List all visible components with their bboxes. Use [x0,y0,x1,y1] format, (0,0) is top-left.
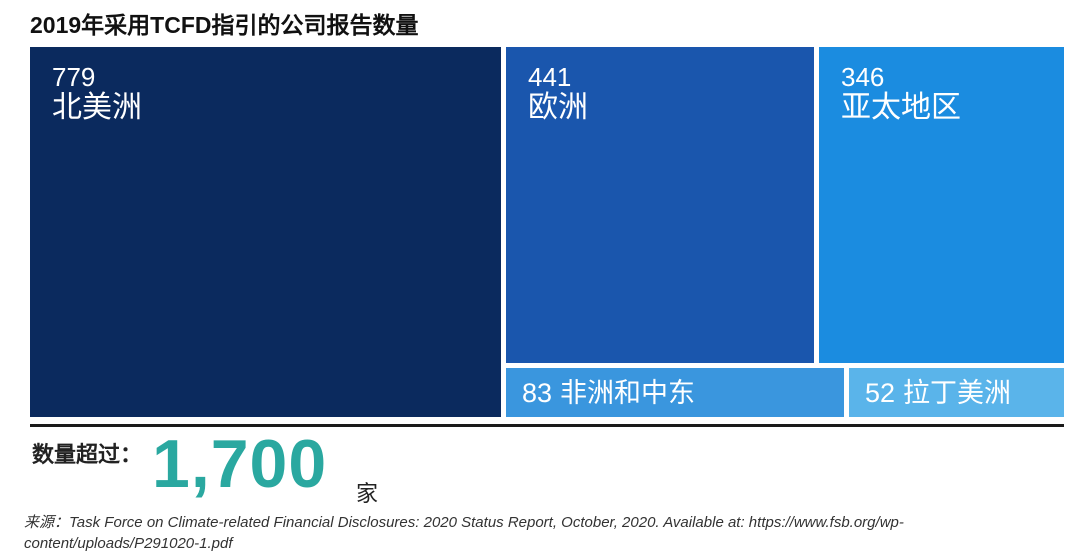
tile-label: 北美洲 [52,91,142,124]
treemap-tile-1: 441 欧洲 [506,47,814,363]
source-note: 来源：Task Force on Climate-related Financi… [24,512,1064,554]
tile-value: 83 [522,377,553,408]
tile-value: 441 [528,62,572,92]
tile-label: 欧洲 [528,91,588,124]
tile-value: 346 [841,62,885,92]
tile-value: 779 [52,62,96,92]
treemap-tile-3: 83 非洲和中东 [506,368,844,417]
tile-label: 非洲和中东 [560,377,696,408]
treemap: 779 北美洲 441 欧洲 346 亚太地区 83 非洲和中东 52 拉丁美洲 [30,47,1064,417]
tile-value: 52 [865,377,896,408]
treemap-tile-2: 346 亚太地区 [819,47,1064,363]
total-unit: 家 [356,481,379,506]
total-value: 1,700 [152,426,328,502]
divider [30,424,1064,427]
tile-label: 拉丁美洲 [903,377,1012,408]
source-label: 来源： [24,514,70,531]
source-text: Task Force on Climate-related Financial … [24,514,904,552]
total-label: 数量超过： [32,442,143,467]
tile-label: 亚太地区 [841,91,961,124]
treemap-tile-4: 52 拉丁美洲 [849,368,1064,417]
treemap-tile-0: 779 北美洲 [30,47,501,417]
chart-title: 2019年采用TCFD指引的公司报告数量 [30,12,419,38]
